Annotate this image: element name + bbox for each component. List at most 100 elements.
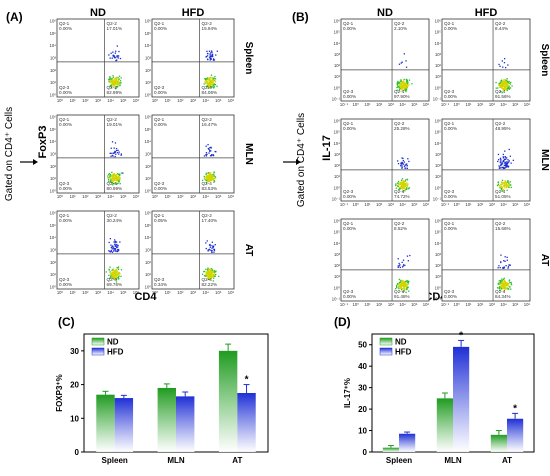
gate-arrow-head	[296, 159, 301, 165]
event-dot	[209, 174, 212, 176]
event-dot	[112, 75, 114, 77]
event-dot	[402, 190, 404, 192]
event-dot	[501, 183, 504, 185]
event-dot	[118, 151, 120, 153]
event-dot	[115, 76, 117, 78]
event-dot	[214, 274, 216, 276]
quadrant-name-q2-2: Q2-2	[495, 221, 506, 226]
event-dot	[209, 53, 211, 55]
event-dot	[498, 265, 500, 267]
event-dot	[408, 160, 410, 163]
event-dot	[210, 52, 212, 54]
event-dot	[211, 268, 213, 270]
event-dot	[402, 182, 404, 185]
event-dot	[501, 187, 503, 189]
event-dot	[206, 78, 208, 80]
event-dot	[404, 164, 406, 166]
y-tick-label: 20	[358, 405, 367, 414]
event-dot	[397, 265, 399, 267]
event-dot	[214, 75, 216, 78]
legend-label-nd: ND	[395, 338, 407, 347]
event-dot	[212, 84, 214, 86]
event-dot	[112, 268, 114, 270]
quadrant-name-q2-3: Q2-3	[444, 289, 455, 294]
event-dot	[397, 80, 399, 83]
event-dot	[408, 84, 410, 86]
event-dot	[210, 155, 212, 157]
panel-label: (D)	[334, 315, 351, 329]
event-dot	[118, 153, 120, 155]
event-dot	[212, 84, 215, 86]
event-dot	[503, 83, 505, 85]
y-tick-label: 10²	[334, 263, 341, 268]
event-dot	[505, 283, 507, 285]
event-dot	[117, 246, 119, 248]
event-dot	[397, 85, 399, 87]
event-dot	[205, 177, 207, 179]
quadrant-name-q2-2: Q2-2	[107, 21, 118, 26]
event-dot	[503, 277, 505, 279]
event-dot	[401, 288, 403, 290]
event-dot	[403, 264, 405, 266]
event-dot	[497, 183, 499, 186]
quadrant-value-q2-1: 0.00%	[154, 26, 167, 31]
quadrant-name-q2-4: Q2-4	[202, 85, 213, 90]
event-dot	[213, 86, 215, 88]
event-dot	[111, 154, 114, 157]
event-dot	[209, 274, 211, 276]
event-dot	[504, 58, 506, 60]
bar-hfd-at	[237, 393, 256, 452]
y-tick-label: 10⁻¹	[433, 297, 442, 302]
event-dot	[395, 183, 397, 185]
event-dot	[506, 89, 508, 92]
event-dot	[506, 87, 508, 90]
quadrant-name-q2-2: Q2-2	[202, 213, 213, 218]
y-tick-label: 10¹	[145, 272, 152, 277]
event-dot	[404, 167, 406, 169]
x-tick-label: 10¹	[165, 98, 172, 103]
event-dot	[212, 59, 215, 61]
event-dot	[214, 176, 216, 178]
event-dot	[505, 163, 507, 165]
event-dot	[403, 187, 406, 189]
event-dot	[506, 282, 508, 284]
y-tick-label: 10⁰	[435, 185, 442, 190]
event-dot	[503, 82, 505, 84]
event-dot	[115, 50, 117, 52]
quadrant-name-q2-3: Q2-3	[59, 85, 70, 90]
event-dot	[208, 271, 210, 273]
event-dot	[503, 260, 505, 262]
x-tick-label: 10⁴	[202, 194, 209, 199]
event-dot	[398, 63, 401, 65]
event-dot	[499, 282, 502, 284]
event-dot	[501, 284, 503, 287]
event-dot	[509, 282, 511, 284]
event-dot	[116, 270, 118, 272]
event-dot	[207, 249, 209, 251]
y-tick-label: 10⁴	[50, 235, 57, 240]
event-dot	[117, 180, 120, 182]
event-dot	[115, 153, 117, 155]
event-dot	[403, 86, 405, 88]
event-dot	[215, 151, 217, 153]
event-dot	[502, 153, 504, 156]
event-dot	[207, 144, 209, 146]
event-dot	[498, 165, 500, 167]
event-dot	[214, 81, 217, 83]
event-dot	[506, 89, 508, 91]
event-dot	[406, 165, 408, 167]
y-tick-label: 10³	[334, 52, 341, 57]
event-dot	[113, 269, 115, 272]
event-dot	[113, 182, 115, 185]
event-dot	[107, 175, 109, 177]
event-dot	[117, 76, 119, 79]
event-dot	[208, 86, 210, 88]
event-dot	[109, 177, 111, 179]
event-dot	[109, 76, 111, 78]
event-dot	[110, 155, 112, 157]
event-dot	[507, 288, 509, 290]
x-tick-label: 10⁶	[423, 302, 430, 307]
event-dot	[109, 238, 111, 240]
event-dot	[118, 177, 120, 179]
